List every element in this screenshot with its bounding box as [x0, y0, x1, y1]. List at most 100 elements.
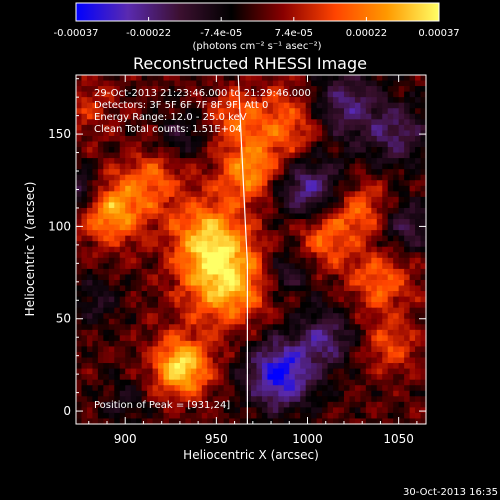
- heatmap-cell: [229, 285, 236, 292]
- heatmap-cell: [168, 313, 176, 320]
- heatmap-cell: [256, 302, 263, 309]
- heatmap-cell: [393, 196, 400, 204]
- heatmap-cell: [261, 135, 269, 143]
- heatmap-cell: [300, 307, 307, 314]
- heatmap-cell: [305, 135, 312, 143]
- heatmap-cell: [185, 374, 192, 381]
- heatmap-cell: [147, 396, 154, 403]
- heatmap-cell: [147, 169, 154, 176]
- heatmap-cell: [168, 124, 176, 131]
- heatmap-cell: [218, 390, 225, 397]
- heatmap-cell: [97, 340, 104, 348]
- heatmap-cell: [393, 185, 400, 192]
- heatmap-cell: [152, 163, 159, 170]
- heatmap-cell: [305, 368, 312, 375]
- heatmap-cell: [322, 97, 329, 104]
- heatmap-cell: [360, 374, 367, 381]
- heatmap-cell: [289, 141, 296, 148]
- heatmap-cell: [387, 385, 394, 392]
- heatmap-cell: [201, 340, 208, 348]
- heatmap-cell: [158, 163, 165, 170]
- heatmap-cell: [168, 385, 176, 392]
- heatmap-cell: [322, 130, 329, 137]
- heatmap-cell: [119, 119, 126, 126]
- heatmap-cell: [223, 257, 230, 264]
- heatmap-cell: [218, 412, 225, 420]
- heatmap-cell: [92, 418, 99, 425]
- heatmap-cell: [201, 124, 208, 131]
- heatmap-cell: [141, 412, 148, 420]
- heatmap-cell: [207, 318, 214, 325]
- heatmap-cell: [398, 313, 405, 320]
- heatmap-cell: [218, 224, 225, 231]
- heatmap-cell: [267, 97, 274, 104]
- heatmap-cell: [147, 185, 154, 192]
- heatmap-cell: [415, 257, 422, 264]
- heatmap-cell: [300, 335, 307, 342]
- heatmap-cell: [218, 141, 225, 148]
- heatmap-cell: [97, 202, 104, 209]
- heatmap-cell: [179, 124, 186, 131]
- heatmap-cell: [234, 224, 241, 231]
- heatmap-cell: [240, 357, 247, 364]
- heatmap-cell: [168, 75, 176, 82]
- heatmap-cell: [163, 246, 170, 253]
- heatmap-cell: [218, 174, 225, 181]
- heatmap-cell: [163, 152, 170, 159]
- heatmap-cell: [251, 302, 258, 309]
- heatmap-cell: [327, 363, 334, 370]
- heatmap-cell: [316, 357, 323, 364]
- heatmap-cell: [283, 285, 290, 292]
- heatmap-cell: [256, 357, 263, 364]
- heatmap-cell: [114, 346, 121, 353]
- heatmap-cell: [398, 141, 405, 148]
- heatmap-cell: [278, 158, 285, 165]
- heatmap-cell: [92, 274, 99, 281]
- heatmap-cell: [185, 418, 192, 425]
- heatmap-cell: [81, 379, 88, 386]
- heatmap-cell: [125, 169, 132, 176]
- heatmap-cell: [97, 102, 104, 109]
- heatmap-cell: [289, 285, 296, 292]
- heatmap-cell: [289, 346, 296, 353]
- heatmap-cell: [201, 257, 208, 264]
- heatmap-cell: [108, 207, 115, 215]
- heatmap-cell: [376, 174, 383, 181]
- heatmap-cell: [300, 368, 307, 375]
- heatmap-cell: [240, 141, 247, 148]
- heatmap-cell: [201, 135, 208, 143]
- heatmap-cell: [420, 147, 427, 154]
- heatmap-cell: [387, 390, 394, 397]
- heatmap-cell: [168, 252, 176, 259]
- heatmap-cell: [289, 108, 296, 115]
- heatmap-cell: [163, 313, 170, 320]
- heatmap-cell: [316, 246, 323, 253]
- heatmap-cell: [245, 119, 252, 126]
- heatmap-cell: [196, 252, 203, 259]
- heatmap-cell: [267, 86, 274, 93]
- heatmap-cell: [398, 213, 405, 220]
- heatmap-cell: [289, 374, 296, 381]
- heatmap-cell: [398, 246, 405, 253]
- heatmap-cell: [218, 75, 225, 82]
- heatmap-cell: [387, 224, 394, 231]
- heatmap-cell: [420, 75, 427, 82]
- heatmap-cell: [174, 207, 181, 215]
- heatmap-cell: [152, 379, 159, 386]
- heatmap-cell: [415, 274, 422, 281]
- heatmap-cell: [316, 324, 323, 331]
- heatmap-cell: [365, 158, 372, 165]
- heatmap-cell: [382, 230, 389, 237]
- heatmap-cell: [278, 412, 285, 420]
- heatmap-cell: [245, 147, 252, 154]
- heatmap-cell: [201, 163, 208, 170]
- heatmap-cell: [229, 130, 236, 137]
- heatmap-cell: [103, 324, 110, 331]
- heatmap-cell: [409, 185, 416, 192]
- heatmap-cell: [333, 291, 340, 298]
- heatmap-cell: [305, 296, 312, 303]
- heatmap-cell: [234, 202, 241, 209]
- heatmap-cell: [185, 291, 192, 298]
- heatmap-cell: [190, 102, 197, 109]
- heatmap-cell: [398, 224, 405, 231]
